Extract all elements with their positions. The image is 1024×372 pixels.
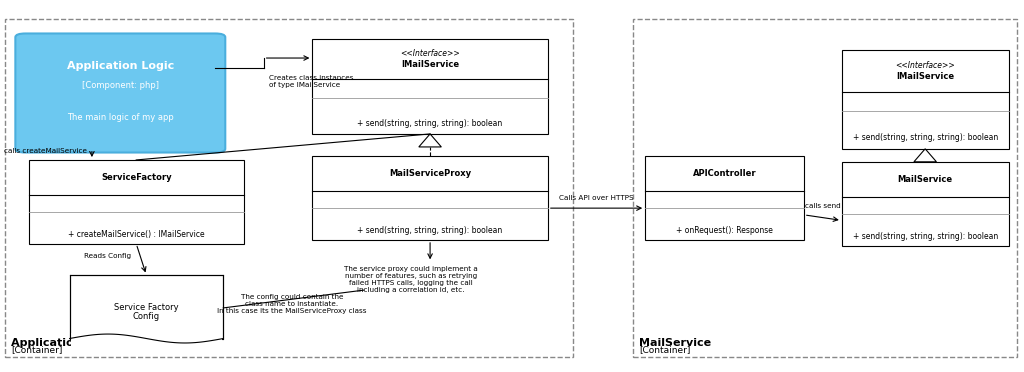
Text: IMailService: IMailService bbox=[401, 60, 459, 69]
Text: Service Factory: Service Factory bbox=[114, 302, 179, 312]
Text: + onRequest(): Response: + onRequest(): Response bbox=[676, 226, 773, 235]
Bar bbox=[842, 162, 1009, 246]
Text: <<Interface>>: <<Interface>> bbox=[400, 49, 460, 58]
Text: Creates class instances
of type IMailService: Creates class instances of type IMailSer… bbox=[268, 75, 353, 88]
Text: Calls API over HTTPS: Calls API over HTTPS bbox=[559, 195, 634, 201]
Text: IMailService: IMailService bbox=[896, 72, 954, 81]
Bar bbox=[312, 39, 548, 134]
Text: MailServiceProxy: MailServiceProxy bbox=[389, 169, 471, 178]
Text: + send(string, string, string): boolean: + send(string, string, string): boolean bbox=[357, 119, 503, 128]
Text: + createMailService() : IMailService: + createMailService() : IMailService bbox=[68, 230, 205, 239]
Bar bbox=[645, 156, 804, 240]
Text: MailService: MailService bbox=[639, 338, 711, 348]
Bar bbox=[70, 275, 223, 339]
Text: <<Interface>>: <<Interface>> bbox=[895, 61, 955, 70]
Text: ServiceFactory: ServiceFactory bbox=[101, 173, 171, 182]
Text: The main logic of my app: The main logic of my app bbox=[67, 113, 174, 122]
Bar bbox=[312, 156, 548, 240]
Bar bbox=[842, 50, 1009, 149]
FancyBboxPatch shape bbox=[15, 33, 225, 153]
Text: The config could contain the
class name to instantiate.
In this case its the Mai: The config could contain the class name … bbox=[217, 294, 367, 314]
Text: + send(string, string, string): boolean: + send(string, string, string): boolean bbox=[853, 232, 997, 241]
Text: calls createMailService: calls createMailService bbox=[4, 148, 87, 154]
Bar bbox=[5, 19, 573, 357]
Bar bbox=[29, 160, 244, 244]
Text: + send(string, string, string): boolean: + send(string, string, string): boolean bbox=[357, 226, 503, 235]
Text: The service proxy could implement a
number of features, such as retrying
failed : The service proxy could implement a numb… bbox=[344, 266, 478, 293]
Text: [Container]: [Container] bbox=[639, 346, 690, 355]
Text: [Component: php]: [Component: php] bbox=[82, 81, 159, 90]
Text: [Container]: [Container] bbox=[11, 346, 62, 355]
Text: Reads Config: Reads Config bbox=[84, 253, 131, 259]
Text: Application Service: Application Service bbox=[11, 338, 132, 348]
Text: MailService: MailService bbox=[898, 175, 952, 184]
Text: Config: Config bbox=[133, 312, 160, 321]
Bar bbox=[71, 333, 222, 348]
Text: + send(string, string, string): boolean: + send(string, string, string): boolean bbox=[853, 134, 997, 142]
Text: Application Logic: Application Logic bbox=[67, 61, 174, 71]
Text: calls send: calls send bbox=[805, 203, 841, 209]
Text: APIController: APIController bbox=[692, 169, 757, 178]
Bar bbox=[633, 19, 1017, 357]
